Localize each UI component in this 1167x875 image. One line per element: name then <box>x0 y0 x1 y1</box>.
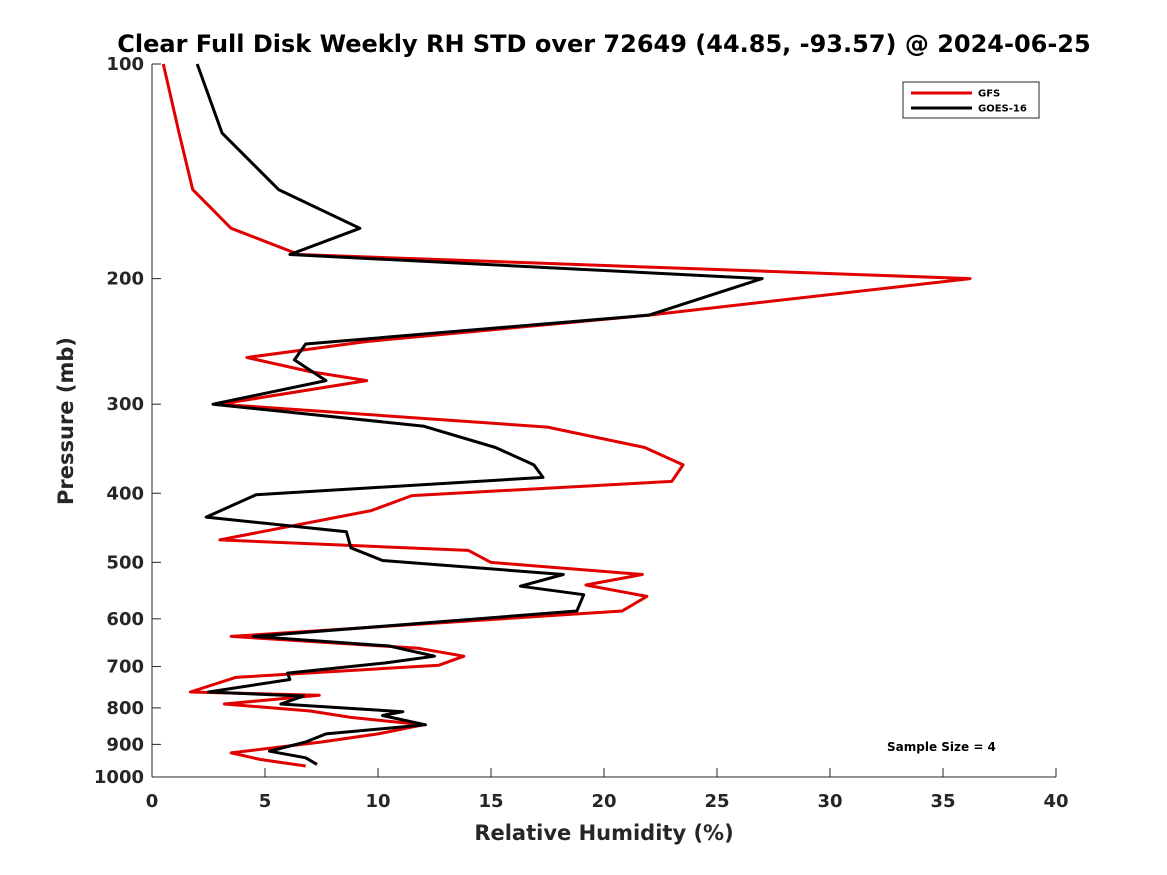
x-tick-label: 5 <box>259 791 272 812</box>
y-tick-label: 1000 <box>94 767 144 788</box>
sample-size-annotation: Sample Size = 4 <box>887 740 996 754</box>
y-tick-label: 300 <box>106 394 144 415</box>
x-tick-label: 20 <box>591 791 616 812</box>
legend-label-goes-16: GOES-16 <box>978 104 1027 115</box>
y-tick-label: 800 <box>106 698 144 719</box>
plot-area <box>151 64 1056 778</box>
y-tick-label: 400 <box>106 483 144 504</box>
x-tick-label: 25 <box>704 791 729 812</box>
x-tick-label: 35 <box>930 791 955 812</box>
series-line-goes-16 <box>195 63 764 766</box>
y-tick-label: 600 <box>106 609 144 630</box>
y-tick-label: 200 <box>106 269 144 290</box>
chart-title: Clear Full Disk Weekly RH STD over 72649… <box>117 30 1090 58</box>
legend-box <box>902 81 1040 119</box>
series-line-gfs <box>161 63 972 768</box>
x-tick-label: 0 <box>146 791 159 812</box>
x-tick-label: 10 <box>365 791 390 812</box>
x-tick-label: 40 <box>1043 791 1068 812</box>
y-tick-label: 500 <box>106 552 144 573</box>
x-axis-ticks: 0 5 10 15 20 25 30 35 40 <box>146 768 1069 812</box>
y-tick-label: 700 <box>106 657 144 678</box>
series-lines <box>161 63 972 768</box>
legend-label-gfs: GFS <box>978 89 1000 100</box>
y-tick-label: 100 <box>106 54 144 75</box>
y-axis-ticks: 100 200 300 400 500 600 700 800 900 1000 <box>94 54 161 788</box>
y-tick-label: 900 <box>106 734 144 755</box>
x-tick-label: 15 <box>478 791 503 812</box>
y-axis-label: Pressure (mb) <box>54 337 78 505</box>
x-axis-label: Relative Humidity (%) <box>474 821 733 845</box>
x-tick-label: 30 <box>817 791 842 812</box>
legend: GFS GOES-16 <box>902 81 1040 119</box>
